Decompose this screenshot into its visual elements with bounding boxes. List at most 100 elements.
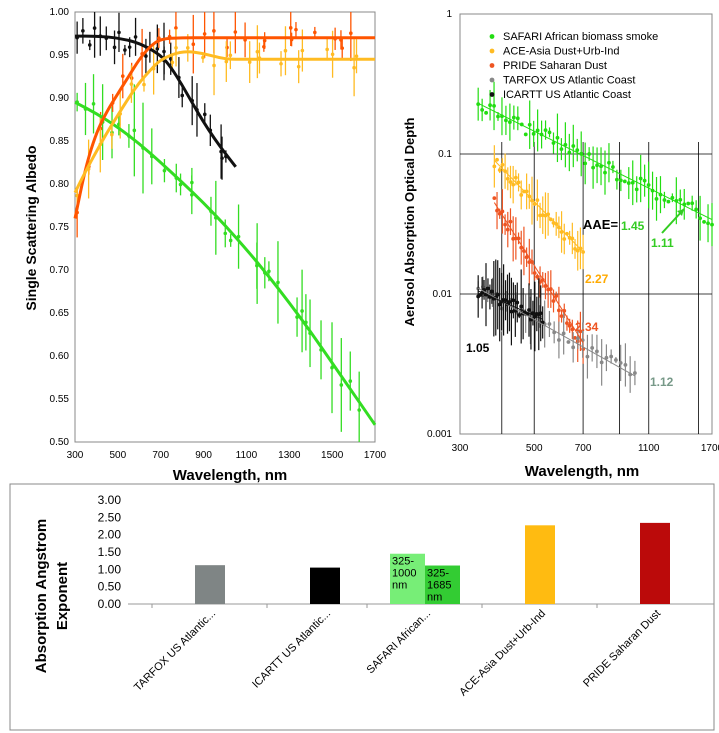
aaod-data-point	[511, 182, 516, 187]
aaod-data-point	[622, 179, 627, 184]
aaod-data-point	[496, 114, 500, 119]
albedo-data-point	[228, 53, 233, 58]
aaod-data-point	[706, 221, 710, 226]
aaod-data-point	[710, 222, 714, 227]
albedo-x-tick-label: 900	[195, 450, 212, 461]
albedo-y-tick-label: 0.50	[50, 437, 70, 448]
albedo-data-point	[223, 231, 228, 236]
aae-category-labels: TARFOX US Atlantic... ICARTT US Atlantic.…	[132, 604, 663, 698]
aaod-legend-label: TARFOX US Atlantic Coast	[503, 75, 635, 87]
aaod-data-point	[573, 336, 577, 340]
aaod-data-point	[678, 197, 683, 202]
aaod-data-point	[623, 363, 628, 367]
aaod-data-point	[543, 128, 548, 132]
albedo-y-tick-label: 1.00	[50, 7, 70, 18]
albedo-y-axis-label: Single Scattering Albedo	[23, 145, 39, 310]
albedo-data-point	[129, 82, 134, 86]
aaod-data-point	[567, 323, 572, 328]
aaod-data-point	[567, 150, 572, 155]
aae-bar-segment	[390, 553, 425, 604]
aae-category-label: PRIDE Saharan Dust	[581, 608, 663, 690]
aaod-legend-label: ACE-Asia Dust+Urb-Ind	[503, 46, 619, 58]
aaod-y-axis-label: Aerosol Absorption Optical Depth	[402, 117, 417, 326]
albedo-data-point	[174, 26, 178, 30]
aaod-fit-line	[493, 202, 584, 343]
aaod-data-point	[690, 201, 695, 206]
aaod-data-point	[609, 354, 614, 359]
aaod-x-tick-label: 500	[526, 443, 543, 454]
aaod-data-point	[634, 187, 639, 192]
aaod-legend-marker	[489, 77, 495, 83]
aaod-data-point	[488, 103, 492, 108]
aaod-data-point	[511, 115, 516, 120]
albedo-data-point	[168, 56, 173, 61]
albedo-y-ticks: 0.50 0.55 0.60 0.65 0.70 0.75 0.80 0.85 0.90 0.95…	[50, 7, 70, 448]
aaod-data-point	[495, 208, 499, 213]
aaod-data-point	[523, 132, 528, 137]
aaod-data-point	[497, 302, 502, 307]
aaod-data-point	[578, 329, 583, 334]
albedo-x-tick-label: 300	[67, 450, 84, 461]
aaod-data-point	[486, 286, 490, 291]
aaod-data-point	[508, 180, 513, 184]
aaod-data-point	[557, 338, 561, 342]
aaod-data-point	[595, 349, 599, 354]
aae-y-tick-label: 3.00	[98, 493, 122, 507]
albedo-x-tick-label: 1700	[364, 450, 387, 461]
aaod-legend-marker	[489, 34, 495, 39]
aaod-data-point	[515, 300, 520, 305]
aaod-data-point	[614, 358, 618, 362]
albedo-error-bars	[75, 12, 361, 442]
aaod-data-point	[571, 345, 576, 350]
aaod-data-point	[476, 102, 481, 107]
aaod-data-point	[538, 311, 543, 316]
albedo-y-tick-label: 0.95	[50, 50, 70, 61]
aaod-data-point	[604, 355, 609, 360]
aaod-data-point	[561, 331, 566, 336]
aaod-data-point	[519, 304, 524, 309]
aaod-data-point	[583, 161, 588, 166]
albedo-series-line	[73, 36, 375, 219]
albedo-y-tick-label: 0.85	[50, 136, 70, 147]
aaod-data-point	[504, 118, 508, 123]
aaod-x-tick-label: 700	[575, 443, 592, 454]
aaod-data-point	[654, 196, 659, 201]
aaod-data-point	[555, 135, 560, 140]
aaod-data-point	[547, 130, 552, 135]
aae-y-tick-label: 2.00	[98, 528, 122, 542]
albedo-x-tick-label: 1300	[278, 450, 301, 461]
aaod-data-point	[492, 103, 496, 108]
albedo-x-ticks: 300 500 700 900 1100 1300 1500 1700	[67, 450, 387, 461]
albedo-data-point	[201, 55, 205, 60]
aaod-data-point	[513, 175, 518, 180]
albedo-data-point	[132, 128, 137, 133]
albedo-data-point	[294, 27, 298, 32]
aaod-data-point	[626, 181, 631, 185]
aaod-data-point	[595, 163, 599, 168]
aaod-data-point	[508, 219, 513, 224]
albedo-series	[73, 34, 377, 426]
aaod-data-point	[535, 274, 540, 279]
albedo-data-point	[92, 26, 97, 30]
albedo-data-point	[144, 54, 148, 58]
albedo-data-point	[348, 379, 353, 383]
aae-bar-chart: 3.002.502.001.501.000.500.00 325-1000 nm3…	[9, 483, 715, 731]
albedo-y-tick-label: 0.70	[50, 265, 70, 276]
aaod-data-point	[492, 196, 497, 201]
aaod-data-point	[527, 122, 532, 127]
aaod-data-point	[527, 308, 531, 312]
aaod-data-point	[500, 162, 505, 167]
albedo-data-point	[123, 48, 127, 52]
albedo-data-point	[110, 132, 114, 137]
albedo-data-point	[170, 60, 175, 65]
aaod-data-point	[503, 298, 508, 303]
aae-y-ticks: 3.00 2.50 2.00 1.50 1.00 0.50 0.00	[98, 493, 122, 611]
aaod-data-points	[476, 81, 714, 393]
albedo-data-point	[349, 31, 353, 35]
aaod-fit-line	[493, 160, 584, 253]
aae-category-label: ICARTT US Atlantic...	[250, 608, 333, 691]
aaod-data-point	[507, 300, 512, 304]
aae-bar	[640, 522, 670, 604]
aaod-legend-label: SAFARI African biomass smoke	[503, 31, 658, 43]
